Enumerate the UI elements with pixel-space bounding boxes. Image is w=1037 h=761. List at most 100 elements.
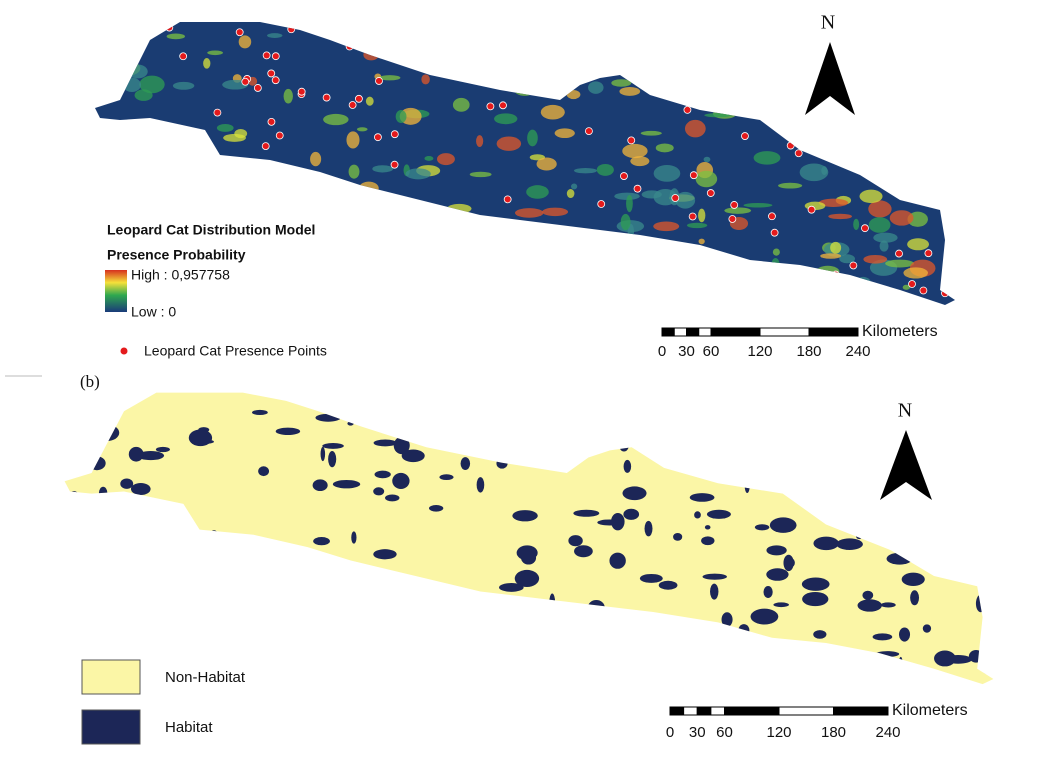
scale-label: 60 [716, 724, 733, 741]
patch [873, 232, 898, 243]
patch [405, 168, 431, 180]
patch [622, 143, 648, 159]
patch [433, 234, 456, 249]
presence-point [430, 245, 439, 254]
patch [795, 123, 824, 133]
legend-label: Non-Habitat [165, 669, 246, 686]
presence-point [275, 131, 284, 140]
patch [730, 39, 744, 50]
patch [722, 273, 735, 291]
habitat-patch [815, 421, 831, 437]
habitat-patch [672, 392, 685, 406]
presence-point [807, 205, 816, 214]
presence-point [376, 229, 384, 238]
presence-point [782, 71, 790, 80]
patch [882, 158, 892, 166]
habitat-patch [275, 427, 301, 436]
habitat-patch [211, 593, 218, 603]
patch [223, 133, 246, 142]
habitat-patch [88, 456, 106, 471]
habitat-patch [65, 619, 72, 630]
patch [95, 185, 108, 200]
scale-label: 0 [658, 343, 666, 360]
presence-point [261, 142, 270, 150]
habitat-patch [673, 533, 683, 541]
habitat-patch [347, 421, 354, 426]
scale-label: 120 [747, 343, 772, 360]
patch [542, 207, 569, 217]
presence-point [689, 171, 698, 180]
scale-segment [696, 706, 712, 716]
patch [570, 183, 578, 190]
habitat-patch [636, 404, 653, 410]
habitat-patch [409, 644, 418, 657]
scale-segment [683, 706, 698, 716]
patch [769, 43, 799, 55]
patch [301, 260, 329, 274]
patch [306, 180, 321, 189]
scale-label: 240 [845, 343, 870, 360]
legend: Non-Habitat Habitat [81, 659, 246, 745]
patch [207, 50, 223, 56]
habitat-patch [483, 654, 504, 670]
habitat-patch [609, 552, 626, 569]
scale-label: 30 [689, 724, 706, 741]
scale-segment [778, 706, 834, 716]
patch [772, 248, 780, 256]
habitat-patch [499, 583, 524, 592]
scale-segment [759, 327, 810, 337]
habitat-patch [922, 624, 932, 633]
patch [346, 131, 360, 149]
habitat-patch [64, 570, 81, 584]
presence-point [683, 105, 692, 114]
patch [929, 147, 943, 160]
patch [686, 222, 708, 229]
habitat-patch [599, 640, 628, 647]
habitat-patch [549, 593, 556, 612]
patch [839, 254, 856, 264]
patch [652, 34, 673, 52]
habitat-patch [647, 680, 672, 685]
presence-point [332, 282, 340, 290]
habitat-patch [608, 655, 616, 661]
patch [566, 89, 581, 100]
habitat-patch [752, 409, 764, 417]
patch [379, 75, 401, 81]
habitat-patch [809, 393, 837, 400]
presence-point [267, 117, 276, 126]
patch [698, 208, 706, 223]
habitat-patch [922, 505, 942, 512]
patch [108, 74, 126, 93]
habitat-patch [321, 580, 343, 591]
habitat-patch [721, 612, 733, 627]
habitat-patch [64, 530, 66, 545]
presence-point [355, 94, 363, 103]
presence-point [597, 200, 606, 208]
patch [878, 22, 888, 26]
patch [690, 62, 700, 76]
patch [862, 86, 883, 91]
patch [853, 218, 860, 231]
habitat-patch [460, 457, 471, 471]
patch [132, 141, 149, 160]
patch [745, 100, 761, 118]
presence-point [912, 139, 920, 148]
habitat-patch [813, 536, 839, 551]
presence-point [390, 160, 399, 169]
patch [395, 48, 406, 56]
habitat-patch [570, 414, 587, 428]
habitat-patch [251, 409, 268, 416]
patch [253, 166, 262, 171]
habitat-patch [347, 682, 363, 685]
habitat-patch [769, 517, 797, 533]
presence-point [919, 286, 928, 295]
habitat-patch [990, 599, 994, 612]
scale-label: 180 [796, 343, 821, 360]
habitat-patch [901, 572, 925, 587]
scale-bar: 0 30 60 120 180 240 Kilometers [658, 323, 938, 360]
patch [423, 22, 439, 29]
habitat-patch [190, 592, 215, 604]
presence-point [499, 101, 507, 110]
habitat-patch [951, 460, 967, 467]
presence-point [503, 195, 512, 204]
